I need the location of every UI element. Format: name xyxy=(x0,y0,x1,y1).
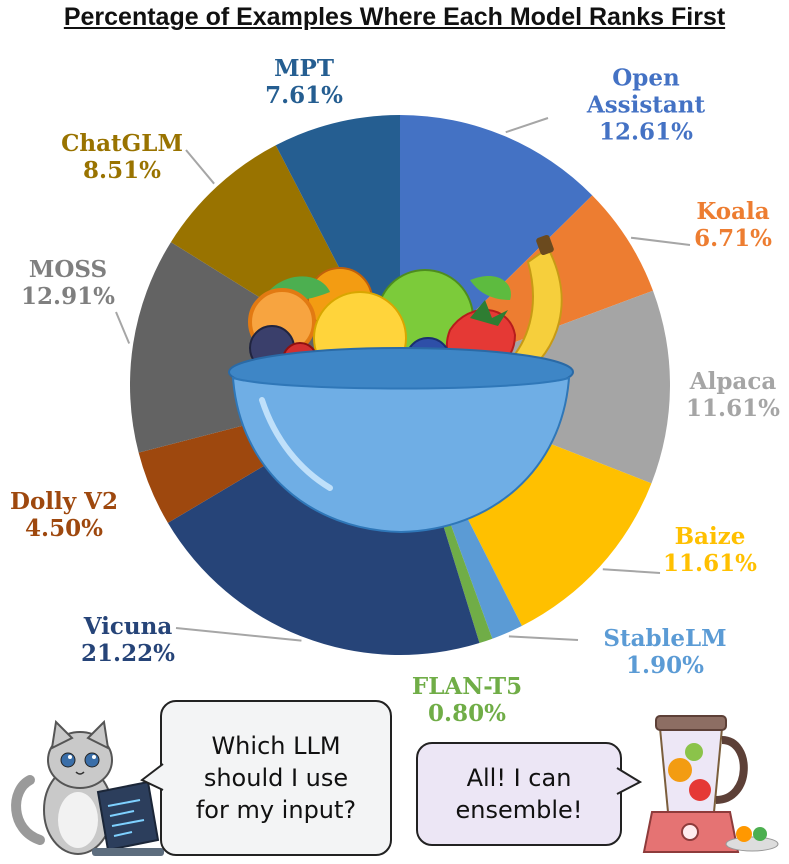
slice-label-value: 12.61% xyxy=(599,118,693,146)
slice-label-value: 11.61% xyxy=(663,550,757,577)
banana-stem xyxy=(536,234,554,256)
slice-label-name: MOSS xyxy=(28,256,108,283)
leader-lines xyxy=(115,117,691,642)
slice-label-value: 12.91% xyxy=(21,283,115,310)
user-bubble-tail xyxy=(140,763,164,791)
user-bubble-line: Which LLM xyxy=(211,732,341,760)
slice-label-name: Open xyxy=(612,64,680,92)
laptop-base xyxy=(92,848,164,856)
user-speech-bubble: Which LLM should I use for my input? xyxy=(160,700,392,856)
cat-with-laptop-illustration xyxy=(11,719,164,856)
leader-line xyxy=(505,117,549,134)
cat-eye-right xyxy=(84,752,100,768)
slice-label: FLAN-T5 0.80% xyxy=(412,673,522,727)
slice-label-value: 21.22% xyxy=(81,640,175,667)
slice-label-name: StableLM xyxy=(603,625,727,652)
laptop-code-lines xyxy=(107,799,145,837)
slice-label-name: Baize xyxy=(674,523,746,550)
slice-label-name: Assistant xyxy=(586,91,706,119)
blender-fruit xyxy=(689,779,711,801)
laptop-screen xyxy=(96,780,160,852)
slice-label-value: 4.50% xyxy=(25,515,103,542)
user-bubble-line: for my input? xyxy=(195,796,357,824)
slice-label-name: FLAN-T5 xyxy=(411,673,523,700)
strawberry-leaves xyxy=(470,300,508,326)
chart-title: Percentage of Examples Where Each Model … xyxy=(63,3,726,31)
cat-ear-right xyxy=(86,719,110,750)
slice-label-name: Vicuna xyxy=(83,613,173,640)
plate-fruit xyxy=(753,827,767,841)
slice-label: Koala 6.71% xyxy=(694,198,772,252)
blender-speech-bubble: All! I can ensemble! xyxy=(416,742,622,846)
slice-label-name: Dolly V2 xyxy=(10,488,118,515)
leader-line xyxy=(508,635,579,641)
slice-label-value: 8.51% xyxy=(83,157,161,184)
slice-label-value: 0.80% xyxy=(428,700,506,727)
slice-label-value: 7.61% xyxy=(265,82,343,109)
slice-label: Dolly V2 4.50% xyxy=(10,488,118,542)
cat-eye-highlight xyxy=(92,755,96,759)
leader-line xyxy=(185,149,215,185)
cat-eye-left xyxy=(60,752,76,768)
slice-label: ChatGLM 8.51% xyxy=(61,130,183,184)
plate-fruit xyxy=(736,826,752,842)
slice-label-value: 6.71% xyxy=(694,225,772,252)
slice-label-name: MPT xyxy=(274,55,334,82)
slice-label: Open Assistant 12.61% xyxy=(587,65,705,146)
slice-label: Vicuna 21.22% xyxy=(81,613,175,667)
blender-fruit xyxy=(685,743,703,761)
slice-label-name: ChatGLM xyxy=(61,130,183,157)
cat-head xyxy=(47,731,113,789)
blender-fruit xyxy=(668,758,692,782)
slice-label-value: 11.61% xyxy=(686,395,780,422)
slice-label: MPT 7.61% xyxy=(265,55,343,109)
blender-bubble-line: All! I can xyxy=(466,764,572,792)
slice-label: Alpaca 11.61% xyxy=(686,368,780,422)
fruit-bowl-illustration xyxy=(228,234,574,534)
bowl-body xyxy=(231,376,571,534)
slice-label: Baize 11.61% xyxy=(663,523,757,577)
blender-lid xyxy=(655,715,727,731)
leader-line xyxy=(175,627,302,642)
fruit-plate xyxy=(725,836,779,852)
bowl-shine xyxy=(259,397,333,491)
blender-bubble-tail xyxy=(616,767,642,795)
user-bubble-line: should I use xyxy=(203,764,349,792)
cat-tail xyxy=(11,775,45,845)
blender-bubble-line: ensemble! xyxy=(455,796,583,824)
leader-line xyxy=(115,311,131,344)
cat-belly xyxy=(58,792,98,848)
blender-illustration xyxy=(642,715,779,853)
leader-line xyxy=(630,236,691,246)
blender-handle xyxy=(715,736,748,804)
cat-eye-highlight xyxy=(68,755,72,759)
leaf-shape xyxy=(470,275,511,300)
slice-label: MOSS 12.91% xyxy=(21,256,115,310)
blender-dial xyxy=(681,823,699,841)
slice-label-name: Koala xyxy=(696,198,770,225)
slice-label-value: 1.90% xyxy=(626,652,704,679)
slice-label-name: Alpaca xyxy=(689,368,777,395)
cat-mouth xyxy=(75,771,85,775)
leader-line xyxy=(602,568,661,574)
slice-label: StableLM 1.90% xyxy=(603,625,726,679)
cat-ear-left xyxy=(50,719,74,750)
